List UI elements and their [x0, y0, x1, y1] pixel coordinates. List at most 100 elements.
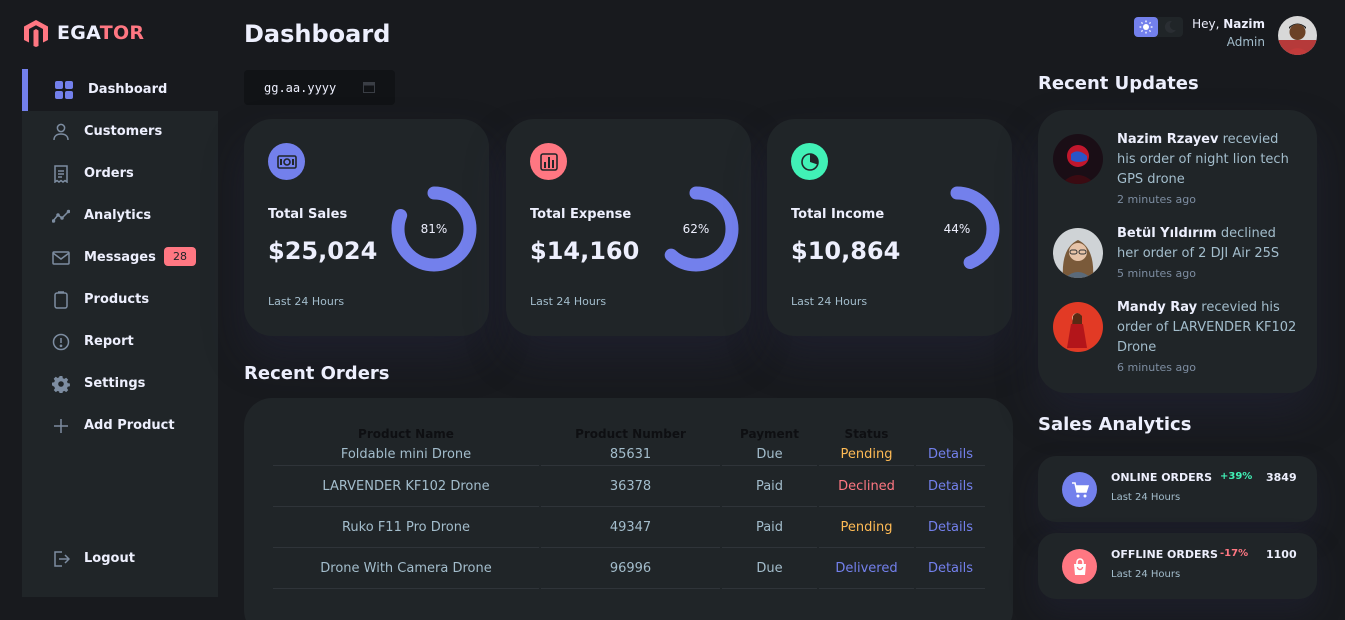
column-header: [916, 424, 985, 444]
sidebar-item-label: Logout: [84, 551, 135, 566]
update-text: Mandy Ray recevied his order of LARVENDE…: [1117, 300, 1297, 355]
sidebar-item-label: Add Product: [84, 418, 175, 433]
analytic-value: 3849: [1266, 471, 1297, 484]
product-number: 49347: [541, 507, 720, 548]
grid-icon: [55, 81, 73, 99]
sales-analytics-title: Sales Analytics: [1038, 414, 1192, 435]
update-text: Nazim Rzayev recevied his order of night…: [1117, 132, 1289, 187]
card-value: $10,864: [791, 237, 901, 265]
date-input[interactable]: gg.aa.yyyy: [244, 70, 395, 105]
product-name: Ruko F11 Pro Drone: [273, 507, 539, 548]
shopping-bag-icon: [1062, 549, 1097, 584]
details-link[interactable]: Details: [916, 507, 985, 548]
plus-icon: [52, 417, 70, 435]
update-time: 2 minutes ago: [1117, 193, 1196, 206]
order-status: Pending: [819, 507, 914, 548]
sidebar-item-messages[interactable]: Messages 28: [22, 237, 218, 279]
sidebar-item-label: Messages: [84, 250, 156, 265]
sidebar-item-settings[interactable]: Settings: [22, 363, 218, 405]
sidebar-item-dashboard[interactable]: Dashboard: [22, 69, 218, 111]
sidebar-item-label: Products: [84, 292, 150, 307]
payment-status: Paid: [722, 466, 817, 507]
sidebar-item-orders[interactable]: Orders: [22, 153, 218, 195]
progress-percent: 44%: [943, 222, 971, 236]
report-icon: [52, 333, 70, 351]
offline-orders-item: OFFLINE ORDERS -17% 1100 Last 24 Hours: [1038, 533, 1317, 599]
product-number: 36378: [541, 466, 720, 507]
table-row: Ruko F11 Pro Drone 49347 Paid Pending De…: [273, 507, 985, 548]
card-title: Total Income: [791, 207, 885, 222]
sun-icon[interactable]: [1134, 17, 1158, 37]
column-header: Product Name: [358, 427, 454, 441]
moon-icon[interactable]: [1158, 17, 1182, 37]
details-link[interactable]: Details: [916, 444, 985, 466]
user-role: Admin: [1226, 35, 1265, 49]
product-number: 85631: [541, 444, 720, 466]
order-status: Declined: [819, 466, 914, 507]
orders-table: Product Name Product Number Payment Stat…: [271, 424, 987, 589]
total-sales-card: Total Sales $25,024 81% Last 24 Hours: [244, 119, 489, 336]
analytic-percent: +39%: [1220, 471, 1253, 482]
sidebar: Dashboard Customers Orders Analytics Mes…: [22, 69, 218, 597]
progress-percent: 62%: [682, 222, 710, 236]
sidebar-item-products[interactable]: Products: [22, 279, 218, 321]
sidebar-item-label: Customers: [84, 124, 163, 139]
details-link[interactable]: Details: [916, 548, 985, 589]
profile-info: Hey, Nazim Admin: [1170, 17, 1265, 49]
insights-icon: [52, 207, 70, 225]
theme-toggle[interactable]: [1134, 17, 1183, 37]
inventory-icon: [52, 291, 70, 309]
total-expense-card: Total Expense $14,160 62% Last 24 Hours: [506, 119, 751, 336]
pie-chart-icon: [791, 143, 828, 180]
sidebar-item-label: Report: [84, 334, 134, 349]
card-value: $14,160: [530, 237, 640, 265]
sidebar-item-add-product[interactable]: Add Product: [22, 405, 218, 447]
mail-icon: [52, 249, 70, 267]
update-text: Betül Yıldırım declined her order of 2 D…: [1117, 226, 1280, 261]
table-row: Foldable mini Drone 85631 Due Pending De…: [273, 444, 985, 466]
user-name: Nazim: [1223, 17, 1265, 31]
analytic-name: OFFLINE ORDERS: [1111, 548, 1218, 561]
page-title: Dashboard: [244, 20, 391, 48]
recent-updates-title: Recent Updates: [1038, 73, 1199, 94]
avatar: [1053, 228, 1103, 278]
cart-icon: [1062, 472, 1097, 507]
sidebar-item-analytics[interactable]: Analytics: [22, 195, 218, 237]
update-user: Betül Yıldırım: [1117, 226, 1217, 241]
analytic-time: Last 24 Hours: [1111, 569, 1181, 580]
recent-orders-title: Recent Orders: [244, 363, 390, 384]
logo[interactable]: EGATOR: [23, 19, 144, 47]
recent-orders-panel: Product Name Product Number Payment Stat…: [244, 398, 1013, 620]
brand-logo-icon: [24, 20, 48, 47]
date-input-placeholder: gg.aa.yyyy: [264, 80, 337, 95]
progress-ring: [391, 186, 477, 272]
sidebar-item-label: Orders: [84, 166, 134, 181]
receipt-icon: [52, 165, 70, 183]
update-user: Mandy Ray: [1117, 300, 1198, 315]
order-status: Pending: [819, 444, 914, 466]
details-link[interactable]: Details: [916, 466, 985, 507]
product-name: Drone With Camera Drone: [273, 548, 539, 589]
money-icon: [268, 143, 305, 180]
total-income-card: Total Income $10,864 44% Last 24 Hours: [767, 119, 1012, 336]
table-row: LARVENDER KF102 Drone 36378 Paid Decline…: [273, 466, 985, 507]
online-orders-item: ONLINE ORDERS +39% 3849 Last 24 Hours: [1038, 456, 1317, 522]
analytic-name: ONLINE ORDERS: [1111, 471, 1213, 484]
progress-ring: [914, 186, 1000, 272]
sidebar-item-report[interactable]: Report: [22, 321, 218, 363]
sidebar-item-label: Analytics: [84, 208, 152, 223]
card-title: Total Sales: [268, 207, 348, 222]
sidebar-item-logout[interactable]: Logout: [22, 538, 218, 580]
avatar: [1053, 134, 1103, 184]
recent-updates-panel: Nazim Rzayev recevied his order of night…: [1038, 110, 1317, 393]
brand-name: EGATOR: [57, 22, 145, 44]
bar-chart-icon: [530, 143, 567, 180]
order-status: Delivered: [819, 548, 914, 589]
sidebar-item-customers[interactable]: Customers: [22, 111, 218, 153]
avatar[interactable]: [1278, 16, 1317, 55]
column-header: Product Number: [575, 427, 686, 441]
calendar-icon[interactable]: [363, 81, 375, 93]
table-row: Drone With Camera Drone 96996 Due Delive…: [273, 548, 985, 589]
sidebar-item-label: Settings: [84, 376, 146, 391]
sidebar-item-label: Dashboard: [88, 82, 168, 97]
